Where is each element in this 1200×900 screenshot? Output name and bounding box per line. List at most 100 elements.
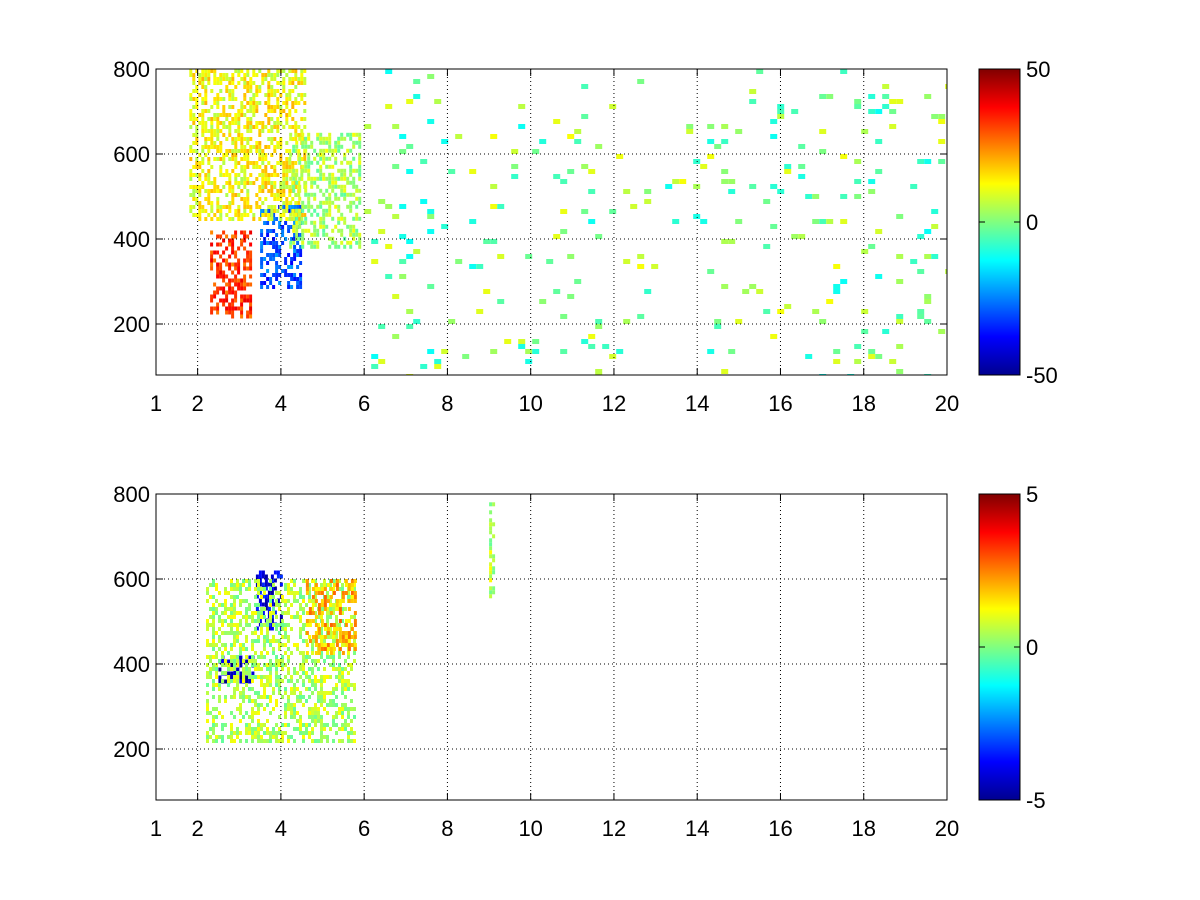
heatmap-cell bbox=[242, 627, 245, 631]
heatmap-cell bbox=[249, 129, 253, 133]
heatmap-cell bbox=[305, 687, 308, 691]
heatmap-cell bbox=[189, 73, 193, 77]
heatmap-cell bbox=[293, 249, 297, 253]
heatmap-cell bbox=[791, 234, 799, 239]
bottom-heatmap-cells bbox=[206, 502, 496, 743]
heatmap-cell bbox=[335, 615, 338, 619]
heatmap-cell bbox=[320, 631, 323, 635]
heatmap-cell bbox=[258, 189, 262, 193]
heatmap-cell bbox=[228, 157, 232, 161]
heatmap-cell bbox=[276, 81, 280, 85]
heatmap-cell bbox=[300, 97, 304, 101]
heatmap-cell bbox=[735, 319, 743, 324]
heatmap-cell bbox=[295, 228, 299, 233]
heatmap-cell bbox=[198, 77, 202, 81]
heatmap-cell bbox=[249, 294, 253, 299]
heatmap-cell bbox=[233, 595, 236, 599]
heatmap-cell bbox=[296, 687, 299, 691]
heatmap-cell bbox=[275, 639, 278, 643]
heatmap-cell bbox=[427, 209, 435, 214]
heatmap-cell bbox=[231, 97, 235, 101]
heatmap-cell bbox=[378, 199, 386, 204]
heatmap-cell bbox=[246, 165, 250, 169]
heatmap-cell bbox=[216, 149, 220, 153]
heatmap-cell bbox=[266, 241, 270, 245]
heatmap-cell bbox=[260, 607, 263, 611]
heatmap-cell bbox=[206, 663, 209, 667]
heatmap-cell bbox=[299, 615, 302, 619]
heatmap-cell bbox=[233, 667, 236, 671]
heatmap-cell bbox=[290, 205, 294, 209]
heatmap-cell bbox=[291, 125, 295, 129]
heatmap-cell bbox=[770, 334, 778, 339]
heatmap-cell bbox=[307, 208, 311, 213]
heatmap-cell bbox=[215, 715, 218, 719]
heatmap-cell bbox=[307, 132, 311, 137]
heatmap-cell bbox=[225, 117, 229, 121]
heatmap-cell bbox=[301, 220, 305, 225]
heatmap-cell bbox=[314, 723, 317, 727]
heatmap-cell bbox=[260, 739, 263, 743]
heatmap-cell bbox=[252, 165, 256, 169]
heatmap-cell bbox=[287, 735, 290, 739]
heatmap-cell bbox=[273, 193, 277, 197]
heatmap-cell bbox=[334, 176, 338, 181]
heatmap-cell bbox=[275, 655, 278, 659]
heatmap-cell bbox=[276, 189, 280, 193]
heatmap-cell bbox=[230, 723, 233, 727]
heatmap-cell bbox=[347, 587, 351, 591]
heatmap-cell bbox=[296, 277, 300, 281]
heatmap-cell bbox=[282, 185, 286, 189]
heatmap-cell bbox=[201, 185, 205, 189]
heatmap-cell bbox=[301, 232, 305, 237]
heatmap-cell bbox=[243, 234, 247, 239]
colorbar-tick-label: 0 bbox=[1026, 210, 1038, 235]
heatmap-cell bbox=[714, 319, 722, 324]
heatmap-cell bbox=[406, 309, 414, 314]
heatmap-cell bbox=[269, 603, 272, 607]
heatmap-cell bbox=[260, 679, 263, 683]
heatmap-cell bbox=[225, 173, 229, 177]
heatmap-cell bbox=[210, 125, 214, 129]
heatmap-cell bbox=[243, 258, 247, 263]
heatmap-cell bbox=[240, 306, 244, 311]
heatmap-cell bbox=[239, 659, 243, 664]
heatmap-cell bbox=[240, 242, 244, 247]
heatmap-cell bbox=[282, 81, 286, 85]
heatmap-cell bbox=[270, 141, 274, 145]
heatmap-cell bbox=[257, 691, 260, 695]
heatmap-cell bbox=[270, 173, 274, 177]
heatmap-cell bbox=[287, 623, 290, 627]
heatmap-cell bbox=[260, 229, 264, 233]
heatmap-cell bbox=[251, 663, 254, 667]
heatmap-cell bbox=[231, 242, 235, 247]
heatmap-cell bbox=[896, 99, 904, 104]
heatmap-cell bbox=[320, 731, 323, 735]
heatmap-cell bbox=[338, 619, 342, 623]
heatmap-cell bbox=[264, 602, 268, 607]
heatmap-cell bbox=[275, 731, 278, 735]
heatmap-cell bbox=[255, 161, 259, 165]
heatmap-cell bbox=[189, 109, 193, 113]
heatmap-cell bbox=[291, 209, 295, 213]
heatmap-cell bbox=[258, 121, 262, 125]
heatmap-cell bbox=[777, 104, 785, 109]
x-tick-label: 18 bbox=[851, 391, 875, 416]
heatmap-cell bbox=[240, 282, 244, 287]
heatmap-cell bbox=[189, 177, 193, 181]
heatmap-cell bbox=[273, 105, 277, 109]
heatmap-cell bbox=[304, 168, 308, 173]
heatmap-cell bbox=[290, 273, 294, 277]
heatmap-cell bbox=[489, 554, 493, 559]
heatmap-cell bbox=[319, 164, 323, 169]
heatmap-cell bbox=[248, 579, 251, 583]
heatmap-cell bbox=[293, 257, 297, 261]
top-grid bbox=[156, 68, 948, 375]
heatmap-cell bbox=[240, 302, 244, 307]
heatmap-cell bbox=[210, 189, 214, 193]
heatmap-cell bbox=[213, 177, 217, 181]
heatmap-cell bbox=[293, 615, 296, 619]
heatmap-cell bbox=[278, 265, 282, 269]
heatmap-cell bbox=[875, 229, 883, 234]
heatmap-cell bbox=[227, 663, 230, 667]
